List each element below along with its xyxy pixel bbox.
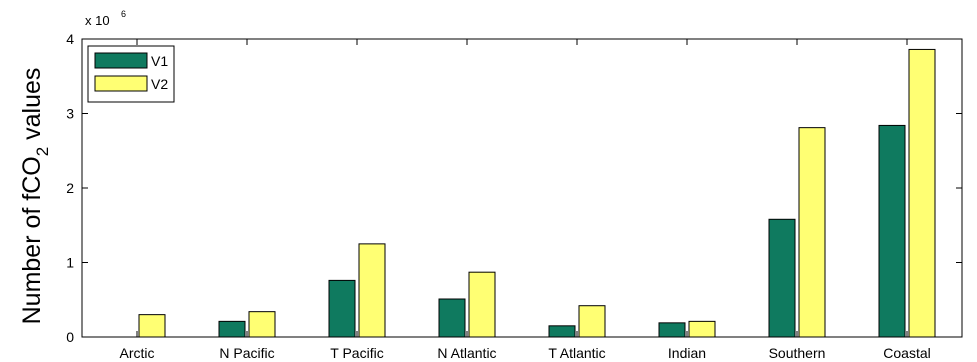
y-tick-label: 0 bbox=[66, 329, 74, 345]
legend-label-v1: V1 bbox=[151, 53, 168, 69]
bar-v2-t-atlantic bbox=[578, 305, 606, 338]
x-tick-label: T Pacific bbox=[330, 345, 383, 361]
ticks-group: Arctic N Pacific T Pacific N Atlantic T Atla… bbox=[66, 31, 962, 361]
bar-v2-indian bbox=[688, 320, 716, 338]
bar-v2-n-atlantic bbox=[468, 271, 496, 338]
bar-v2-n-pacific bbox=[248, 311, 276, 338]
bar-v1-coastal bbox=[878, 124, 906, 338]
x-tick-label: Arctic bbox=[120, 345, 155, 361]
legend-swatch-v1 bbox=[94, 52, 148, 69]
bar-v2-arctic bbox=[138, 314, 166, 338]
bar-v2-southern bbox=[798, 127, 826, 338]
y-axis-label-tail: values bbox=[18, 68, 46, 147]
x-tick-label: Southern bbox=[769, 345, 826, 361]
legend-swatch-v2 bbox=[94, 75, 148, 92]
x-tick-label: Coastal bbox=[883, 345, 930, 361]
x-tick-label: T Atlantic bbox=[548, 345, 605, 361]
plot-frame bbox=[81, 38, 963, 338]
bar-v1-southern bbox=[768, 218, 796, 338]
bar-v1-t-pacific bbox=[328, 279, 356, 338]
bar-v1-n-pacific bbox=[218, 320, 246, 338]
bar-v1-n-atlantic bbox=[438, 298, 466, 338]
x-tick-label: N Pacific bbox=[219, 345, 274, 361]
legend-label-v2: V2 bbox=[151, 76, 168, 92]
x-tick-label: N Atlantic bbox=[437, 345, 496, 361]
y-tick-label: 2 bbox=[66, 180, 74, 196]
y-tick-label: 3 bbox=[66, 106, 74, 122]
y-axis-label: Number of fCO2 values bbox=[18, 68, 52, 325]
exponent-base: x 10 bbox=[85, 13, 110, 28]
bars-group bbox=[138, 48, 936, 338]
axes-group bbox=[81, 38, 963, 338]
bar-v2-coastal bbox=[908, 48, 936, 338]
x-tick-label: Indian bbox=[668, 345, 706, 361]
y-axis-label-subscript: 2 bbox=[33, 147, 52, 156]
bar-v1-t-atlantic bbox=[548, 325, 576, 338]
exponent-label: x 10 6 bbox=[85, 9, 126, 28]
bar-v1-indian bbox=[658, 322, 686, 338]
exponent-power: 6 bbox=[121, 9, 126, 19]
y-axis-label-main: Number of fCO bbox=[18, 156, 46, 324]
y-tick-label: 4 bbox=[66, 31, 74, 47]
y-tick-label: 1 bbox=[66, 255, 74, 271]
bar-v2-t-pacific bbox=[358, 243, 386, 338]
